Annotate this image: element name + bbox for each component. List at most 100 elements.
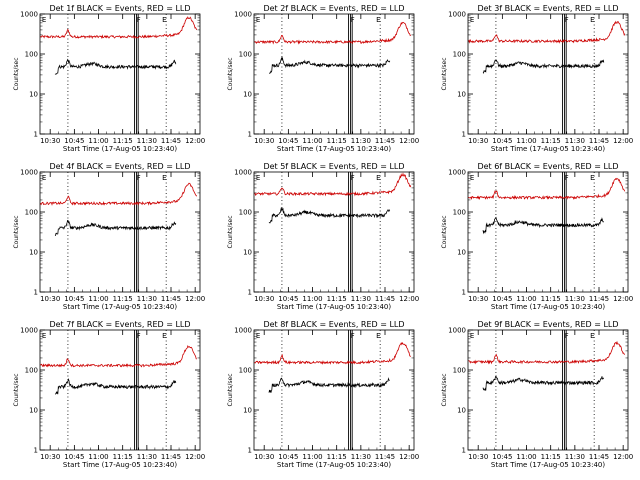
y-axis-label: Counts/sec <box>13 215 20 248</box>
plot-frame <box>467 329 629 451</box>
y-tick-label: 100 <box>453 209 466 217</box>
marker-f: F <box>351 174 355 182</box>
x-tick-label: 11:00 <box>88 295 108 303</box>
panel-8: Det 8f BLACK = Events, RED = LLD 1 10 100 10… <box>227 320 419 469</box>
y-tick-label: 1000 <box>20 327 38 335</box>
plot-frame <box>467 13 629 135</box>
y-axis-label: Counts/sec <box>441 215 448 248</box>
x-tick-label: 12:00 <box>613 295 633 303</box>
lld-series-line <box>468 20 626 44</box>
plot-frame <box>253 13 415 135</box>
lld-series-line <box>254 21 411 45</box>
y-tick-label: 10 <box>243 249 252 257</box>
x-tick-label: 11:45 <box>375 453 395 461</box>
panel-3: Det 3f BLACK = Events, RED = LLD 1 10 100 10… <box>441 4 633 153</box>
y-tick-label: 1 <box>248 131 252 139</box>
marker-e-start: E <box>470 174 474 182</box>
x-axis-label: Start Time (17-Aug-05 10:23:40) <box>277 145 391 153</box>
x-tick-label: 11:45 <box>589 137 609 145</box>
x-tick-label: 11:00 <box>302 453 322 461</box>
y-tick-label: 10 <box>243 91 252 99</box>
x-tick-label: 12:00 <box>185 453 205 461</box>
y-tick-label: 1000 <box>234 11 252 19</box>
marker-f: F <box>565 174 569 182</box>
marker-e-end: E <box>590 332 594 340</box>
x-tick-label: 10:45 <box>492 295 512 303</box>
x-tick-label: 10:30 <box>40 295 60 303</box>
marker-e-end: E <box>590 174 594 182</box>
events-series-line <box>482 216 605 235</box>
marker-e-start: E <box>256 16 260 24</box>
x-tick-label: 11:15 <box>113 295 133 303</box>
y-tick-label: 100 <box>453 51 466 59</box>
panel-title: Det 8f BLACK = Events, RED = LLD <box>263 320 404 329</box>
y-tick-label: 1000 <box>448 327 466 335</box>
x-tick-label: 12:00 <box>613 137 633 145</box>
y-tick-label: 1 <box>462 447 466 455</box>
x-tick-label: 11:45 <box>375 137 395 145</box>
y-axis-label: Counts/sec <box>227 373 234 406</box>
y-tick-label: 10 <box>29 249 38 257</box>
panel-title: Det 6f BLACK = Events, RED = LLD <box>477 162 618 171</box>
x-tick-label: 12:00 <box>399 137 419 145</box>
x-tick-label: 11:30 <box>565 453 585 461</box>
panel-title: Det 2f BLACK = Events, RED = LLD <box>263 4 404 13</box>
y-axis-label: Counts/sec <box>441 373 448 406</box>
y-tick-label: 100 <box>453 367 466 375</box>
plot-frame <box>253 329 415 451</box>
y-axis-label: Counts/sec <box>227 215 234 248</box>
plot-frame <box>39 171 201 293</box>
x-tick-label: 12:00 <box>613 453 633 461</box>
x-tick-label: 12:00 <box>185 295 205 303</box>
y-tick-label: 100 <box>239 51 252 59</box>
y-tick-label: 100 <box>239 209 252 217</box>
lld-series-line <box>40 182 198 206</box>
x-tick-label: 10:30 <box>40 137 60 145</box>
panel-4: Det 4f BLACK = Events, RED = LLD 1 10 100 10… <box>13 162 205 311</box>
x-tick-label: 11:30 <box>137 453 157 461</box>
x-tick-label: 11:30 <box>565 137 585 145</box>
x-tick-label: 11:00 <box>516 137 536 145</box>
y-axis-label: Counts/sec <box>13 373 20 406</box>
x-tick-label: 12:00 <box>185 137 205 145</box>
marker-f: F <box>137 174 141 182</box>
x-tick-label: 11:30 <box>351 137 371 145</box>
marker-e-end: E <box>376 174 380 182</box>
marker-e-end: E <box>162 16 166 24</box>
marker-e-end: E <box>376 332 380 340</box>
x-tick-label: 11:45 <box>589 453 609 461</box>
y-tick-label: 1 <box>34 447 38 455</box>
lld-series-line <box>40 16 198 40</box>
marker-f: F <box>351 332 355 340</box>
marker-e-end: E <box>376 16 380 24</box>
y-axis-label: Counts/sec <box>13 57 20 90</box>
x-tick-label: 10:30 <box>468 453 488 461</box>
x-axis-label: Start Time (17-Aug-05 10:23:40) <box>491 145 605 153</box>
plot-frame <box>467 171 629 293</box>
marker-e-start: E <box>42 332 46 340</box>
x-tick-label: 11:30 <box>565 295 585 303</box>
lld-series-line <box>468 177 626 200</box>
x-tick-label: 10:45 <box>492 453 512 461</box>
marker-f: F <box>565 16 569 24</box>
panel-title: Det 3f BLACK = Events, RED = LLD <box>477 4 618 13</box>
marker-e-start: E <box>42 174 46 182</box>
panel-title: Det 5f BLACK = Events, RED = LLD <box>263 162 404 171</box>
marker-e-end: E <box>162 174 166 182</box>
y-tick-label: 1 <box>248 447 252 455</box>
y-tick-label: 1 <box>462 131 466 139</box>
marker-f: F <box>565 332 569 340</box>
panel-7: Det 7f BLACK = Events, RED = LLD 1 10 100 10… <box>13 320 205 469</box>
marker-e-end: E <box>162 332 166 340</box>
x-tick-label: 11:00 <box>302 137 322 145</box>
y-tick-label: 10 <box>243 407 252 415</box>
x-tick-label: 12:00 <box>399 295 419 303</box>
x-tick-label: 11:00 <box>88 137 108 145</box>
plot-frame <box>39 13 201 135</box>
x-tick-label: 11:15 <box>541 453 561 461</box>
x-tick-label: 11:00 <box>302 295 322 303</box>
x-tick-label: 11:30 <box>351 453 371 461</box>
events-series-line <box>268 206 391 224</box>
lld-series-line <box>468 340 626 365</box>
x-tick-label: 10:30 <box>254 453 274 461</box>
